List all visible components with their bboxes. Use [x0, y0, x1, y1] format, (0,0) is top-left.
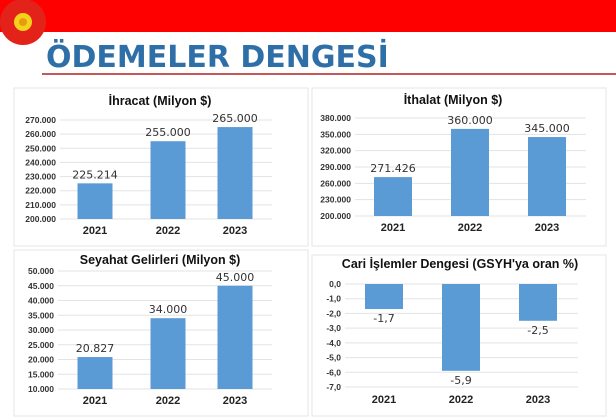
- chart-title: İhracat (Milyon $): [109, 93, 212, 108]
- y-tick-label: 220.000: [25, 186, 56, 196]
- y-tick-label: 230.000: [25, 172, 56, 182]
- data-label: -5,9: [450, 374, 471, 387]
- bar-2021: [77, 183, 113, 219]
- x-tick-label: 2023: [526, 394, 550, 406]
- chart-3: Seyahat Gelirleri (Milyon $) 10.000 15.000…: [13, 249, 309, 417]
- y-tick-label: -6,0: [326, 367, 341, 377]
- chart-1: İhracat (Milyon $) 200.000 210.000 220.000 2…: [13, 87, 309, 247]
- bar-2023: [528, 137, 566, 216]
- x-tick-label: 2023: [223, 225, 247, 237]
- data-label: 271.426: [370, 162, 416, 175]
- y-tick-label: 200.000: [320, 211, 351, 221]
- x-tick-label: 2022: [458, 222, 482, 234]
- chart-frame: [13, 249, 309, 417]
- y-tick-label: -7,0: [326, 382, 341, 392]
- y-tick-label: 20.000: [28, 355, 54, 365]
- data-label: 360.000: [447, 114, 493, 127]
- y-tick-label: 250.000: [25, 143, 56, 153]
- x-tick-label: 2022: [156, 225, 180, 237]
- y-tick-label: 240.000: [25, 157, 56, 167]
- page-title: ÖDEMELER DENGESİ: [46, 38, 389, 75]
- bar-2022: [451, 128, 489, 216]
- y-tick-label: -1,0: [326, 294, 341, 304]
- bar-2022: [442, 284, 480, 371]
- y-tick-label: -3,0: [326, 323, 341, 333]
- y-tick-label: 45.000: [28, 281, 54, 291]
- y-tick-label: 320.000: [320, 146, 351, 156]
- x-tick-label: 2022: [156, 395, 180, 407]
- chart-title: İthalat (Milyon $): [404, 92, 503, 107]
- data-label: 34.000: [149, 303, 188, 316]
- y-tick-label: 0,0: [329, 279, 341, 289]
- seal-logo: [0, 0, 46, 45]
- y-tick-label: 40.000: [28, 296, 54, 306]
- chart-title: Cari İşlemler Dengesi (GSYH'ya oran %): [342, 256, 578, 271]
- y-tick-label: 10.000: [28, 384, 54, 394]
- data-label: -1,7: [373, 312, 394, 325]
- y-tick-label: 290.000: [320, 162, 351, 172]
- y-tick-label: -4,0: [326, 338, 341, 348]
- bar-2022: [150, 141, 186, 219]
- data-label: 20.827: [76, 342, 115, 355]
- x-tick-label: 2021: [83, 225, 107, 237]
- bar-2023: [217, 285, 253, 389]
- bar-2023: [217, 127, 253, 219]
- chart-frame: [311, 254, 607, 417]
- data-label: 265.000: [212, 112, 258, 125]
- y-tick-label: 270.000: [25, 115, 56, 125]
- y-tick-label: -2,0: [326, 308, 341, 318]
- y-tick-label: -5,0: [326, 353, 341, 363]
- y-tick-label: 260.000: [320, 178, 351, 188]
- y-tick-label: 30.000: [28, 325, 54, 335]
- header-band: [0, 0, 616, 32]
- chart-2: İthalat (Milyon $) 200.000 230.000 260.000 2…: [311, 87, 607, 247]
- y-tick-label: 25.000: [28, 340, 54, 350]
- y-tick-label: 200.000: [25, 214, 56, 224]
- chart-frame: [311, 87, 607, 247]
- bar-2023: [519, 284, 557, 321]
- x-tick-label: 2023: [535, 222, 559, 234]
- x-tick-label: 2021: [372, 394, 396, 406]
- y-tick-label: 380.000: [320, 113, 351, 123]
- data-label: 45.000: [216, 271, 255, 284]
- y-tick-label: 350.000: [320, 129, 351, 139]
- chart-title: Seyahat Gelirleri (Milyon $): [80, 253, 240, 267]
- y-tick-label: 15.000: [28, 369, 54, 379]
- x-tick-label: 2021: [83, 395, 107, 407]
- bar-2021: [365, 284, 403, 310]
- x-tick-label: 2022: [449, 394, 473, 406]
- y-tick-label: 35.000: [28, 310, 54, 320]
- data-label: -2,5: [527, 324, 548, 337]
- x-tick-label: 2021: [381, 222, 405, 234]
- data-label: 255.000: [145, 126, 191, 139]
- bar-2022: [150, 318, 186, 389]
- y-tick-label: 260.000: [25, 129, 56, 139]
- chart-4: Cari İşlemler Dengesi (GSYH'ya oran %) -7…: [311, 254, 607, 417]
- y-tick-label: 50.000: [28, 266, 54, 276]
- data-label: 345.000: [524, 122, 570, 135]
- data-label: 225.214: [72, 168, 118, 181]
- y-tick-label: 230.000: [320, 195, 351, 205]
- x-tick-label: 2023: [223, 395, 247, 407]
- bar-2021: [77, 357, 113, 389]
- chart-frame: [13, 87, 309, 247]
- bar-2021: [374, 177, 412, 216]
- y-tick-label: 210.000: [25, 200, 56, 210]
